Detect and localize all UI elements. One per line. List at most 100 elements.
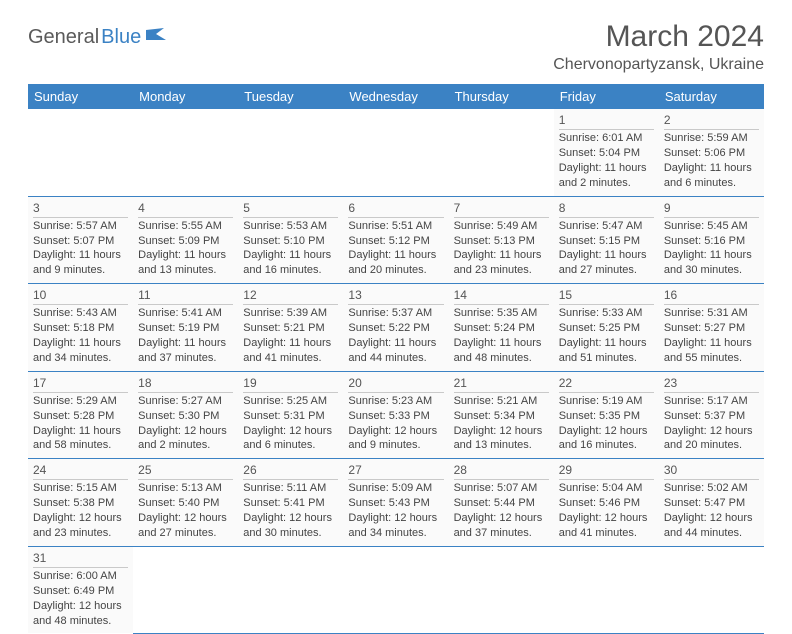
calendar-cell: 27Sunrise: 5:09 AMSunset: 5:43 PMDayligh…	[343, 459, 448, 547]
daylight-text: Daylight: 12 hours and 41 minutes.	[559, 511, 654, 541]
sunrise-text: Sunrise: 5:21 AM	[454, 394, 549, 409]
day-number: 7	[454, 200, 549, 218]
calendar-cell: 16Sunrise: 5:31 AMSunset: 5:27 PMDayligh…	[659, 284, 764, 372]
calendar-cell	[449, 546, 554, 633]
day-number: 30	[664, 462, 759, 480]
weekday-sunday: Sunday	[28, 84, 133, 109]
logo-text-blue: Blue	[101, 26, 141, 49]
sunset-text: Sunset: 5:21 PM	[243, 321, 338, 336]
sunset-text: Sunset: 5:19 PM	[138, 321, 233, 336]
day-number: 27	[348, 462, 443, 480]
sunset-text: Sunset: 5:10 PM	[243, 234, 338, 249]
sunset-text: Sunset: 5:34 PM	[454, 409, 549, 424]
calendar-cell: 25Sunrise: 5:13 AMSunset: 5:40 PMDayligh…	[133, 459, 238, 547]
day-number: 4	[138, 200, 233, 218]
sunset-text: Sunset: 5:18 PM	[33, 321, 128, 336]
sunrise-text: Sunrise: 5:59 AM	[664, 131, 759, 146]
day-number: 24	[33, 462, 128, 480]
calendar-cell: 21Sunrise: 5:21 AMSunset: 5:34 PMDayligh…	[449, 371, 554, 459]
daylight-text: Daylight: 11 hours and 30 minutes.	[664, 248, 759, 278]
daylight-text: Daylight: 11 hours and 34 minutes.	[33, 336, 128, 366]
day-number: 22	[559, 375, 654, 393]
weekday-monday: Monday	[133, 84, 238, 109]
calendar-cell: 20Sunrise: 5:23 AMSunset: 5:33 PMDayligh…	[343, 371, 448, 459]
sunset-text: Sunset: 5:43 PM	[348, 496, 443, 511]
sunrise-text: Sunrise: 5:33 AM	[559, 306, 654, 321]
sunset-text: Sunset: 5:35 PM	[559, 409, 654, 424]
calendar-cell	[238, 546, 343, 633]
sunset-text: Sunset: 5:46 PM	[559, 496, 654, 511]
calendar-cell	[133, 546, 238, 633]
calendar-cell: 29Sunrise: 5:04 AMSunset: 5:46 PMDayligh…	[554, 459, 659, 547]
sunrise-text: Sunrise: 5:53 AM	[243, 219, 338, 234]
sunrise-text: Sunrise: 5:39 AM	[243, 306, 338, 321]
calendar-cell	[238, 109, 343, 196]
sunset-text: Sunset: 5:16 PM	[664, 234, 759, 249]
sunset-text: Sunset: 5:33 PM	[348, 409, 443, 424]
sunrise-text: Sunrise: 5:35 AM	[454, 306, 549, 321]
sunset-text: Sunset: 5:40 PM	[138, 496, 233, 511]
calendar-cell: 14Sunrise: 5:35 AMSunset: 5:24 PMDayligh…	[449, 284, 554, 372]
daylight-text: Daylight: 11 hours and 44 minutes.	[348, 336, 443, 366]
flag-icon	[146, 28, 168, 47]
sunset-text: Sunset: 5:37 PM	[664, 409, 759, 424]
calendar-cell: 22Sunrise: 5:19 AMSunset: 5:35 PMDayligh…	[554, 371, 659, 459]
daylight-text: Daylight: 11 hours and 55 minutes.	[664, 336, 759, 366]
daylight-text: Daylight: 11 hours and 37 minutes.	[138, 336, 233, 366]
sunrise-text: Sunrise: 5:19 AM	[559, 394, 654, 409]
calendar-cell: 18Sunrise: 5:27 AMSunset: 5:30 PMDayligh…	[133, 371, 238, 459]
calendar-cell: 28Sunrise: 5:07 AMSunset: 5:44 PMDayligh…	[449, 459, 554, 547]
daylight-text: Daylight: 12 hours and 9 minutes.	[348, 424, 443, 454]
sunrise-text: Sunrise: 5:15 AM	[33, 481, 128, 496]
day-number: 18	[138, 375, 233, 393]
day-number: 25	[138, 462, 233, 480]
sunrise-text: Sunrise: 5:02 AM	[664, 481, 759, 496]
daylight-text: Daylight: 11 hours and 41 minutes.	[243, 336, 338, 366]
calendar-cell	[449, 109, 554, 196]
weekday-thursday: Thursday	[449, 84, 554, 109]
calendar-row: 10Sunrise: 5:43 AMSunset: 5:18 PMDayligh…	[28, 284, 764, 372]
sunset-text: Sunset: 5:06 PM	[664, 146, 759, 161]
weekday-tuesday: Tuesday	[238, 84, 343, 109]
sunset-text: Sunset: 5:38 PM	[33, 496, 128, 511]
sunset-text: Sunset: 5:47 PM	[664, 496, 759, 511]
day-number: 21	[454, 375, 549, 393]
sunset-text: Sunset: 5:27 PM	[664, 321, 759, 336]
sunset-text: Sunset: 5:41 PM	[243, 496, 338, 511]
day-number: 13	[348, 287, 443, 305]
daylight-text: Daylight: 11 hours and 2 minutes.	[559, 161, 654, 191]
sunset-text: Sunset: 5:25 PM	[559, 321, 654, 336]
sunrise-text: Sunrise: 5:25 AM	[243, 394, 338, 409]
sunrise-text: Sunrise: 5:11 AM	[243, 481, 338, 496]
calendar-cell: 11Sunrise: 5:41 AMSunset: 5:19 PMDayligh…	[133, 284, 238, 372]
day-number: 19	[243, 375, 338, 393]
header: General Blue March 2024 Chervonopartyzan…	[28, 20, 764, 74]
calendar-table: Sunday Monday Tuesday Wednesday Thursday…	[28, 84, 764, 634]
calendar-cell: 10Sunrise: 5:43 AMSunset: 5:18 PMDayligh…	[28, 284, 133, 372]
daylight-text: Daylight: 11 hours and 23 minutes.	[454, 248, 549, 278]
sunrise-text: Sunrise: 5:51 AM	[348, 219, 443, 234]
daylight-text: Daylight: 11 hours and 58 minutes.	[33, 424, 128, 454]
day-number: 23	[664, 375, 759, 393]
calendar-cell: 26Sunrise: 5:11 AMSunset: 5:41 PMDayligh…	[238, 459, 343, 547]
calendar-cell: 31Sunrise: 6:00 AMSunset: 6:49 PMDayligh…	[28, 546, 133, 633]
day-number: 17	[33, 375, 128, 393]
sunrise-text: Sunrise: 5:17 AM	[664, 394, 759, 409]
calendar-cell: 1Sunrise: 6:01 AMSunset: 5:04 PMDaylight…	[554, 109, 659, 196]
calendar-cell: 6Sunrise: 5:51 AMSunset: 5:12 PMDaylight…	[343, 196, 448, 284]
daylight-text: Daylight: 12 hours and 37 minutes.	[454, 511, 549, 541]
sunrise-text: Sunrise: 5:09 AM	[348, 481, 443, 496]
calendar-cell: 17Sunrise: 5:29 AMSunset: 5:28 PMDayligh…	[28, 371, 133, 459]
sunrise-text: Sunrise: 6:01 AM	[559, 131, 654, 146]
sunrise-text: Sunrise: 5:47 AM	[559, 219, 654, 234]
calendar-cell: 24Sunrise: 5:15 AMSunset: 5:38 PMDayligh…	[28, 459, 133, 547]
calendar-cell	[343, 109, 448, 196]
day-number: 15	[559, 287, 654, 305]
calendar-cell: 8Sunrise: 5:47 AMSunset: 5:15 PMDaylight…	[554, 196, 659, 284]
sunrise-text: Sunrise: 5:29 AM	[33, 394, 128, 409]
calendar-row: 17Sunrise: 5:29 AMSunset: 5:28 PMDayligh…	[28, 371, 764, 459]
logo: General Blue	[28, 26, 168, 49]
calendar-cell: 2Sunrise: 5:59 AMSunset: 5:06 PMDaylight…	[659, 109, 764, 196]
sunrise-text: Sunrise: 5:37 AM	[348, 306, 443, 321]
sunrise-text: Sunrise: 5:23 AM	[348, 394, 443, 409]
